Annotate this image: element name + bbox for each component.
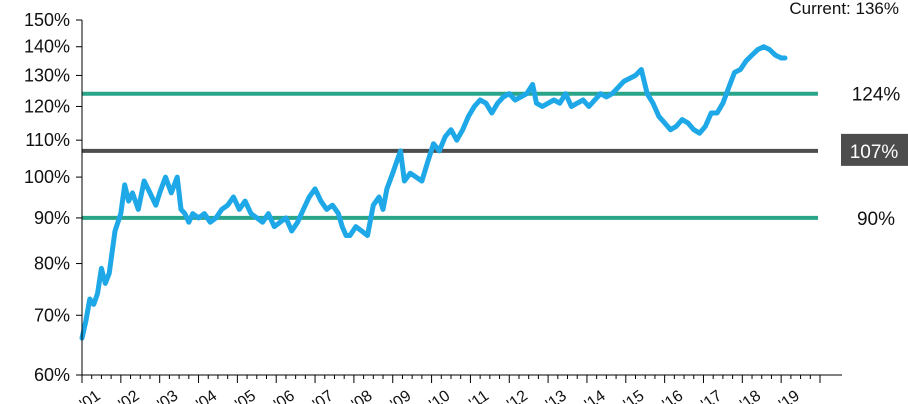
reference-line-label: 90%: [857, 209, 895, 230]
y-tick-label: 60%: [34, 365, 70, 385]
x-tick-label: '16: [660, 387, 687, 404]
series-layer: [79, 44, 788, 341]
reference-line-labels: 124% 107% 90%: [841, 85, 908, 230]
y-tick-label: 80%: [34, 254, 70, 274]
y-tick-label: 150%: [24, 10, 70, 30]
y-tick-label: 90%: [34, 208, 70, 228]
x-tick-label: '12: [504, 387, 531, 404]
x-tick-label: '03: [155, 387, 182, 404]
x-tick-labels: '01 '02 '03 '04 '05 '06 '07 '08 '09 '10 '11 '12 '13 '…: [77, 387, 803, 404]
x-tick-label: '05: [232, 387, 259, 404]
y-tick-label: 140%: [24, 37, 70, 57]
y-tick-label: 100%: [24, 167, 70, 187]
x-tick-label: '07: [310, 387, 337, 404]
x-tick-label: '10: [426, 387, 453, 404]
x-tick-label: '01: [77, 387, 104, 404]
x-tick-label: '19: [776, 387, 803, 404]
x-tick-label: '17: [698, 387, 725, 404]
x-tick-label: '11: [466, 387, 492, 404]
x-tick-label: '02: [116, 387, 143, 404]
y-tick-label: 120%: [24, 96, 70, 116]
reference-label-box: [841, 133, 908, 166]
reference-lines: [82, 91, 818, 220]
current-value-annotation: Current: 136%: [789, 0, 899, 18]
y-tick-label: 70%: [34, 305, 70, 325]
x-tick-label: '04: [193, 387, 220, 404]
axes: [76, 19, 842, 383]
x-tick-label: '08: [349, 387, 376, 404]
y-tick-label: 130%: [24, 65, 70, 85]
reference-line-label: 124%: [852, 85, 901, 106]
x-tick-label: '15: [621, 387, 648, 404]
x-tick-label: '14: [582, 387, 609, 404]
y-tick-label: 110%: [25, 130, 70, 150]
series-line: [79, 44, 788, 341]
reference-line-label: 107%: [850, 142, 899, 163]
x-tick-label: '18: [737, 387, 764, 404]
x-tick-label: '09: [388, 387, 415, 404]
y-tick-labels: 60% 70% 80% 90% 100% 110% 120% 130% 140% 150%: [24, 10, 70, 385]
x-tick-label: '06: [271, 387, 298, 404]
x-tick-label: '13: [543, 387, 570, 404]
